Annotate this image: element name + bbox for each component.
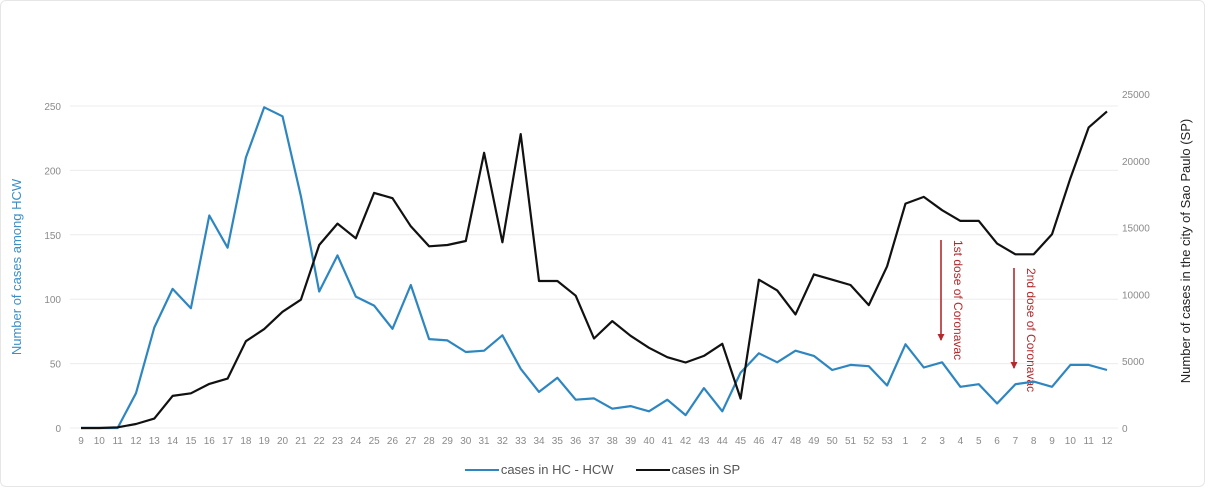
x-tick-label: 41: [662, 436, 674, 447]
x-tick-label: 22: [314, 436, 326, 447]
x-tick-label: 44: [717, 436, 729, 447]
legend-label-hcw: cases in HC - HCW: [500, 462, 614, 477]
right-tick-label: 5000: [1122, 357, 1145, 368]
legend-item-hcw: cases in HC - HCW: [464, 462, 614, 477]
left-tick-label: 100: [44, 295, 61, 306]
right-tick-label: 20000: [1122, 157, 1150, 168]
right-tick-label: 25000: [1122, 90, 1150, 101]
x-tick-label: 46: [753, 436, 765, 447]
legend-item-sp: cases in SP: [635, 462, 741, 477]
x-tick-label: 6: [994, 436, 1000, 447]
x-axis-ticks: 9 10 11 12 13 14 15 16 17 18 19 20 21 22 23 24 25 26 27 28 2…: [78, 436, 1113, 447]
arrow-head-icon: [937, 334, 945, 341]
left-tick-label: 0: [55, 424, 61, 435]
x-tick-label: 1: [903, 436, 909, 447]
left-axis-ticks: 0 50 100 150 200 250: [44, 102, 61, 435]
x-tick-label: 15: [185, 436, 197, 447]
left-tick-label: 200: [44, 166, 61, 177]
x-tick-label: 36: [570, 436, 582, 447]
right-axis-ticks: 0 5000 10000 15000 20000 25000: [1122, 90, 1150, 435]
annotation-label: 1st dose of Coronavac: [951, 240, 965, 360]
x-tick-label: 33: [515, 436, 527, 447]
right-axis-label: Number of cases in the city of Sao Paulo…: [1178, 119, 1193, 383]
x-tick-label: 19: [259, 436, 271, 447]
x-tick-label: 23: [332, 436, 344, 447]
series-line: [81, 110, 1108, 430]
right-tick-label: 10000: [1122, 290, 1150, 301]
x-tick-label: 4: [958, 436, 964, 447]
x-tick-label: 39: [625, 436, 637, 447]
x-tick-label: 31: [479, 436, 491, 447]
x-tick-label: 12: [130, 436, 142, 447]
x-tick-label: 2: [921, 436, 927, 447]
x-tick-label: 37: [588, 436, 600, 447]
left-tick-label: 50: [50, 360, 62, 371]
x-tick-label: 27: [405, 436, 417, 447]
series-line: [81, 106, 1108, 430]
x-tick-label: 16: [204, 436, 216, 447]
x-tick-label: 5: [976, 436, 982, 447]
x-tick-label: 42: [680, 436, 692, 447]
left-tick-label: 150: [44, 231, 61, 242]
annotations: 1st dose of Coronavac 2nd dose of Coronav…: [937, 240, 1038, 392]
x-tick-label: 38: [607, 436, 619, 447]
arrow-head-icon: [1010, 362, 1018, 369]
x-tick-label: 12: [1101, 436, 1113, 447]
legend-label-sp: cases in SP: [671, 462, 741, 477]
x-tick-label: 53: [882, 436, 894, 447]
right-tick-label: 15000: [1122, 224, 1150, 235]
legend-swatch-hcw: [464, 468, 499, 471]
x-tick-label: 10: [94, 436, 106, 447]
x-tick-label: 20: [277, 436, 289, 447]
x-tick-label: 50: [827, 436, 839, 447]
x-tick-label: 18: [240, 436, 252, 447]
legend-swatch-sp: [635, 468, 670, 471]
x-tick-label: 24: [350, 436, 362, 447]
x-tick-label: 30: [460, 436, 472, 447]
x-tick-label: 14: [167, 436, 179, 447]
right-tick-label: 0: [1122, 424, 1128, 435]
x-tick-label: 51: [845, 436, 857, 447]
x-tick-label: 21: [295, 436, 307, 447]
x-tick-label: 17: [222, 436, 234, 447]
x-tick-label: 45: [735, 436, 747, 447]
x-tick-label: 35: [552, 436, 564, 447]
x-tick-label: 9: [1049, 436, 1055, 447]
x-tick-label: 47: [772, 436, 784, 447]
x-tick-label: 49: [808, 436, 820, 447]
annotation-label: 2nd dose of Coronavac: [1024, 268, 1038, 392]
x-tick-label: 32: [497, 436, 509, 447]
x-tick-label: 34: [533, 436, 545, 447]
x-tick-label: 8: [1031, 436, 1037, 447]
legend: cases in HC - HCW cases in SP: [0, 462, 1205, 477]
x-tick-label: 48: [790, 436, 802, 447]
x-tick-label: 11: [112, 436, 123, 447]
x-tick-label: 9: [78, 436, 84, 447]
x-tick-label: 10: [1065, 436, 1077, 447]
left-tick-label: 250: [44, 102, 61, 113]
x-tick-label: 26: [387, 436, 399, 447]
x-tick-label: 3: [939, 436, 945, 447]
x-tick-label: 52: [863, 436, 875, 447]
x-tick-label: 29: [442, 436, 454, 447]
x-tick-label: 25: [369, 436, 381, 447]
x-tick-label: 11: [1083, 436, 1094, 447]
x-tick-label: 43: [698, 436, 710, 447]
x-tick-label: 7: [1013, 436, 1019, 447]
left-axis-label: Number of cases among HCW: [9, 178, 24, 355]
x-tick-label: 28: [424, 436, 436, 447]
series-lines: [81, 106, 1108, 430]
x-tick-label: 40: [643, 436, 655, 447]
x-tick-label: 13: [149, 436, 161, 447]
